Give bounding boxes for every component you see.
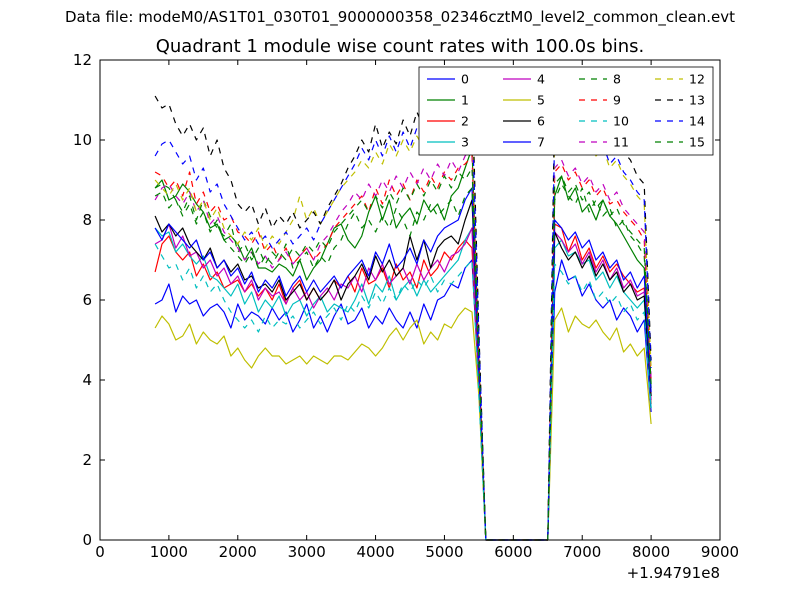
x-tick-label: 4000 xyxy=(356,543,394,561)
y-tick-label: 6 xyxy=(82,291,92,309)
series-line-9 xyxy=(154,155,652,541)
legend-label-0: 0 xyxy=(461,72,469,87)
series-line-12 xyxy=(154,119,652,541)
series-line-3 xyxy=(154,227,652,541)
legend-label-5: 5 xyxy=(537,93,545,108)
series-line-7 xyxy=(154,187,652,541)
legend-label-15: 15 xyxy=(689,135,705,150)
series-line-14 xyxy=(154,111,652,541)
x-tick-label: 3000 xyxy=(288,543,326,561)
x-tick-label: 6000 xyxy=(494,543,532,561)
y-tick-label: 8 xyxy=(82,211,92,229)
series-line-1 xyxy=(154,147,652,541)
y-tick-label: 12 xyxy=(73,51,92,69)
x-tick-label: 8000 xyxy=(632,543,670,561)
y-tick-label: 2 xyxy=(82,451,92,469)
legend-label-8: 8 xyxy=(613,72,621,87)
x-tick-label: 7000 xyxy=(563,543,601,561)
x-tick-label: 0 xyxy=(95,543,105,561)
legend-label-14: 14 xyxy=(689,114,705,129)
series-line-10 xyxy=(154,243,652,541)
legend-label-4: 4 xyxy=(537,72,545,87)
legend-label-13: 13 xyxy=(689,93,705,108)
legend-label-7: 7 xyxy=(537,135,545,150)
y-tick-label: 10 xyxy=(73,131,92,149)
x-tick-label: 9000 xyxy=(701,543,739,561)
x-offset-label: +1.94791e8 xyxy=(627,564,720,582)
legend-label-3: 3 xyxy=(461,135,469,150)
figure-suptitle: Data file: modeM0/AS1T01_030T01_90000003… xyxy=(64,8,736,26)
x-tick-label: 1000 xyxy=(150,543,188,561)
x-tick-label: 5000 xyxy=(425,543,463,561)
legend-label-11: 11 xyxy=(613,135,629,150)
legend-label-9: 9 xyxy=(613,93,621,108)
y-tick-label: 0 xyxy=(82,531,92,549)
series-line-6 xyxy=(154,199,652,541)
legend-box xyxy=(418,66,714,156)
chart-title: Quadrant 1 module wise count rates with … xyxy=(155,36,645,57)
series-line-0 xyxy=(154,259,652,541)
legend-label-6: 6 xyxy=(537,114,545,129)
series-line-5 xyxy=(154,307,652,541)
legend-label-10: 10 xyxy=(613,114,629,129)
legend-label-1: 1 xyxy=(461,93,469,108)
legend-label-12: 12 xyxy=(689,72,705,87)
y-tick-label: 4 xyxy=(82,371,92,389)
x-tick-label: 2000 xyxy=(219,543,257,561)
legend-label-2: 2 xyxy=(461,114,469,129)
series-line-15 xyxy=(154,167,652,541)
series-line-11 xyxy=(154,147,652,541)
